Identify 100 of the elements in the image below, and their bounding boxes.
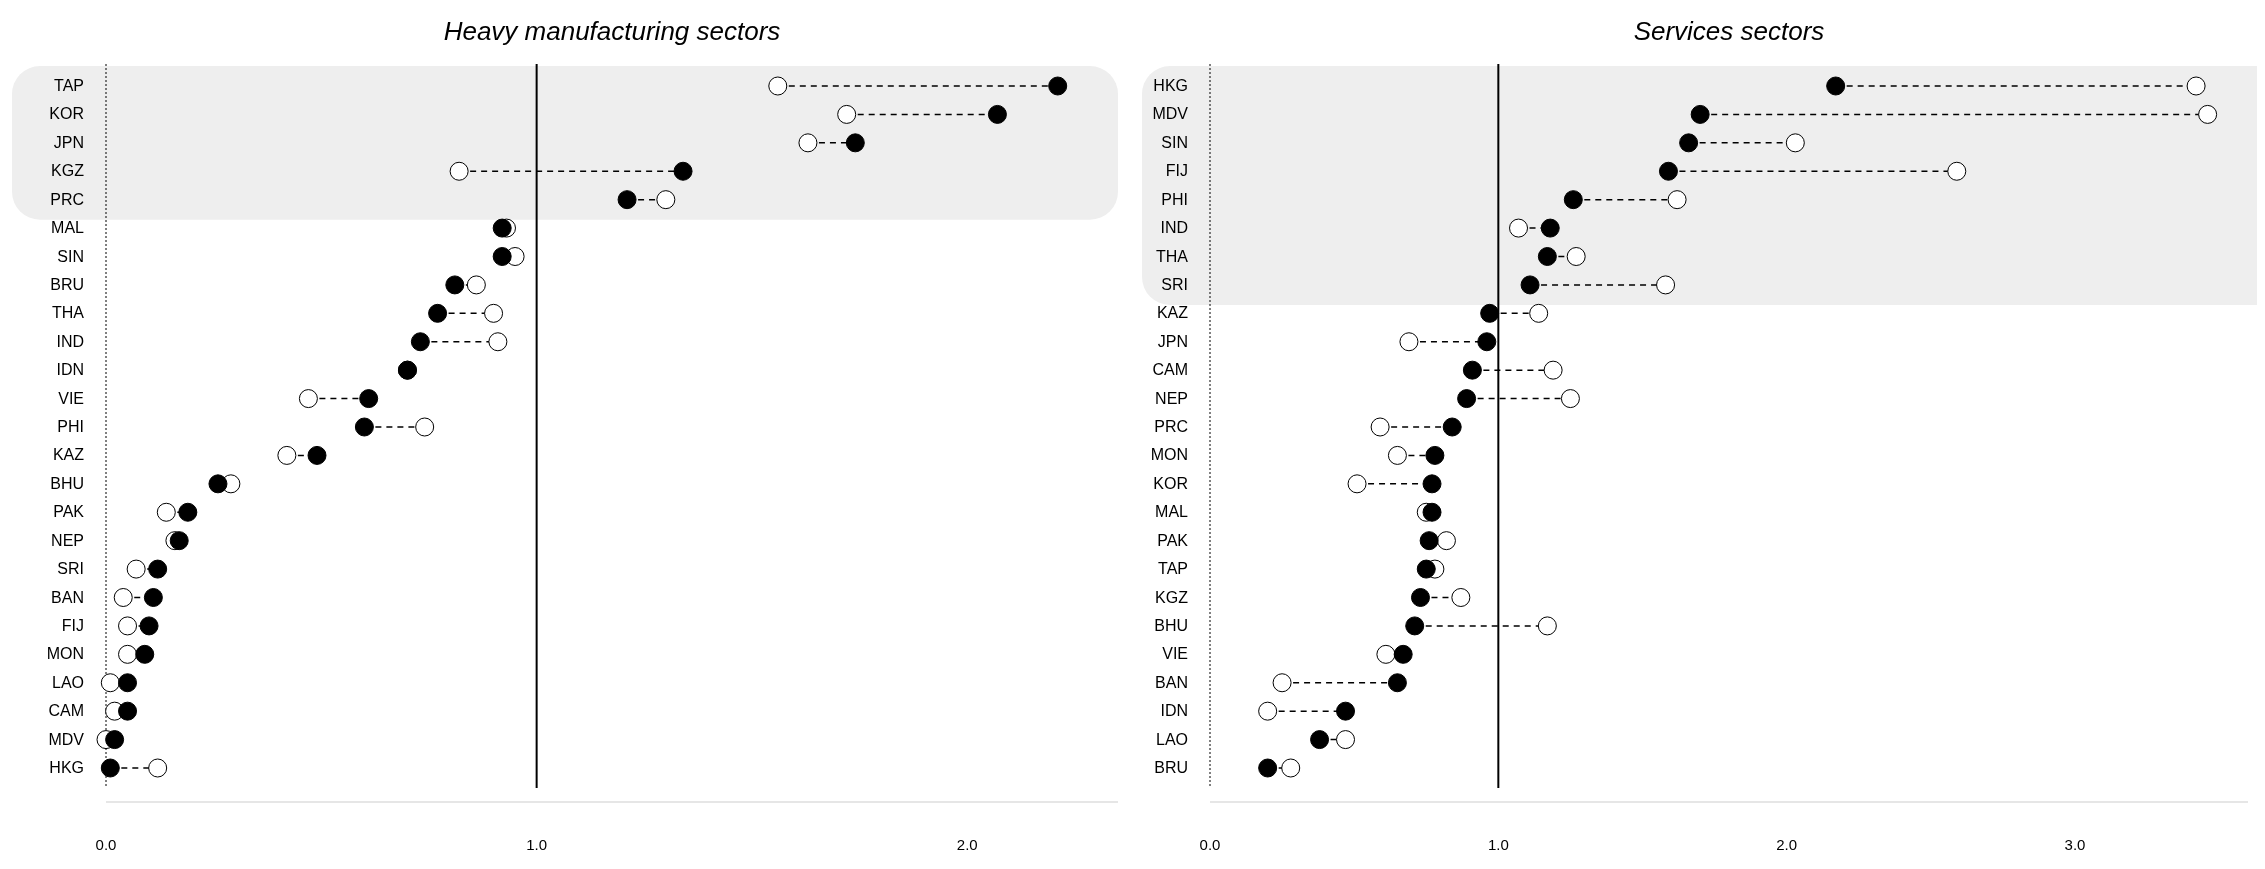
point xyxy=(837,104,857,124)
point xyxy=(354,417,374,437)
y-tick-label: JPN xyxy=(1157,332,1188,350)
y-tick-label: THA xyxy=(52,304,85,322)
point xyxy=(1563,190,1583,210)
point xyxy=(673,161,693,181)
y-tick-label: MAL xyxy=(1155,503,1189,521)
y-tick-label: BRU xyxy=(50,275,84,293)
point xyxy=(1416,559,1436,579)
y-tick-label: MON xyxy=(46,645,84,663)
point xyxy=(148,559,168,579)
y-tick-label: JPN xyxy=(53,133,84,151)
y-tick-label: PHI xyxy=(1161,190,1188,208)
y-tick-label: IDN xyxy=(56,361,84,379)
point xyxy=(208,474,228,494)
point xyxy=(307,445,327,465)
y-tick-label: LAO xyxy=(51,673,84,691)
point xyxy=(1310,730,1330,750)
point xyxy=(1425,445,1445,465)
point xyxy=(1480,303,1500,323)
y-tick-label: TAP xyxy=(54,77,84,94)
y-tick-label: TAP xyxy=(1158,560,1188,578)
point xyxy=(845,133,865,153)
point xyxy=(492,247,512,266)
y-tick-label: BHU xyxy=(50,474,84,492)
y-tick-label: FIJ xyxy=(61,616,84,634)
chart-title: Heavy manufacturing sectors xyxy=(443,16,781,46)
point xyxy=(1442,417,1462,437)
point xyxy=(2198,104,2218,124)
point xyxy=(359,389,379,409)
point xyxy=(1405,616,1425,636)
y-tick-label: LAO xyxy=(1155,730,1188,748)
point xyxy=(445,275,465,295)
y-tick-label: BRU xyxy=(1154,759,1188,776)
point xyxy=(118,701,138,721)
y-tick-label: CAM xyxy=(1152,361,1188,379)
point xyxy=(1667,190,1687,210)
y-tick-label: IND xyxy=(56,332,84,350)
x-tick-label: 0.0 xyxy=(1199,836,1221,853)
x-tick-label: 1.0 xyxy=(1487,836,1509,853)
point xyxy=(1785,133,1805,153)
point xyxy=(1422,474,1442,494)
y-tick-label: THA xyxy=(1156,247,1189,265)
point xyxy=(1690,104,1710,124)
point xyxy=(987,104,1007,124)
point xyxy=(105,730,125,750)
point xyxy=(1048,76,1068,96)
point xyxy=(1258,758,1278,778)
point xyxy=(428,303,448,323)
y-tick-label: IND xyxy=(1160,219,1188,237)
y-tick-label: SRI xyxy=(1161,275,1188,293)
point xyxy=(656,190,676,210)
y-tick-label: BHU xyxy=(1154,616,1188,634)
y-tick-label: KAZ xyxy=(1156,304,1189,322)
point xyxy=(1336,701,1356,721)
y-tick-label: CAM xyxy=(48,702,84,720)
point xyxy=(1477,332,1497,352)
point xyxy=(1457,389,1477,409)
y-tick-label: KAZ xyxy=(52,446,85,464)
point xyxy=(1656,275,1676,295)
point xyxy=(1520,275,1540,295)
y-tick-label: PAK xyxy=(53,503,85,521)
y-tick-label: VIE xyxy=(58,389,84,407)
y-tick-label: PHI xyxy=(57,418,84,435)
y-tick-label: VIE xyxy=(1162,645,1188,663)
x-tick-label: 2.0 xyxy=(1776,836,1798,853)
point xyxy=(2186,76,2206,96)
point xyxy=(449,161,469,181)
point xyxy=(1679,133,1699,153)
y-tick-label: KOR xyxy=(49,105,84,123)
x-tick-label: 0.0 xyxy=(95,836,117,853)
point xyxy=(798,133,818,153)
point xyxy=(1509,218,1529,238)
y-tick-label: BAN xyxy=(51,588,84,606)
point xyxy=(768,76,788,96)
y-tick-label: SIN xyxy=(57,247,84,265)
y-tick-label: HKG xyxy=(1153,77,1188,94)
x-tick-label: 2.0 xyxy=(956,836,978,853)
y-tick-label: BAN xyxy=(1155,673,1188,691)
x-tick-label: 1.0 xyxy=(526,836,548,853)
point xyxy=(100,758,120,778)
y-tick-label: MON xyxy=(1150,446,1188,464)
y-tick-label: SIN xyxy=(1161,133,1188,151)
point xyxy=(1537,247,1557,266)
y-tick-label: NEP xyxy=(51,531,84,549)
point xyxy=(1410,588,1430,607)
y-tick-label: KGZ xyxy=(51,162,85,180)
point xyxy=(1422,502,1442,522)
point xyxy=(617,190,637,210)
y-tick-label: SRI xyxy=(57,560,84,578)
y-tick-label: MAL xyxy=(51,219,85,237)
y-tick-label: KOR xyxy=(1153,474,1188,492)
point xyxy=(1462,360,1482,380)
point xyxy=(1540,218,1560,238)
y-tick-label: FIJ xyxy=(1165,162,1188,180)
y-tick-label: PRC xyxy=(1154,418,1188,435)
point xyxy=(118,673,138,693)
point xyxy=(1826,76,1846,96)
y-tick-label: MDV xyxy=(48,730,85,748)
y-tick-label: NEP xyxy=(1155,389,1188,407)
